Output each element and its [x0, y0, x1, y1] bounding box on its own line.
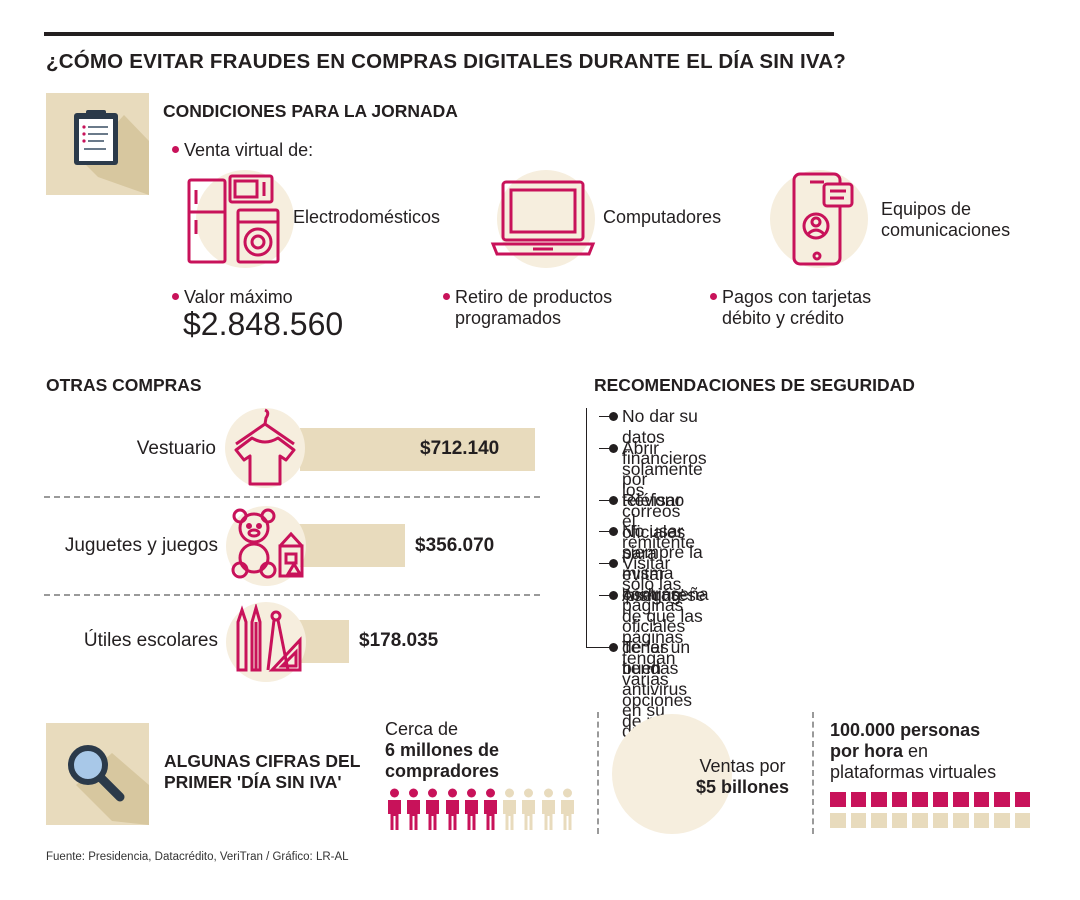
top-rule — [44, 32, 834, 36]
square-unit — [994, 792, 1010, 807]
condiciones-heading: CONDICIONES PARA LA JORNADA — [163, 101, 458, 121]
person-icon — [522, 788, 536, 830]
person-icon — [484, 788, 497, 830]
recommendation-item: Visitar solo las páginas oficiales de la… — [599, 553, 685, 679]
square-unit — [891, 792, 907, 807]
magnifier-icon-box — [46, 723, 149, 825]
value-utiles: $178.035 — [359, 630, 439, 651]
recomendaciones-line-end — [586, 647, 608, 648]
divider — [44, 496, 540, 498]
recommendation-item: Revisar el remitente — [599, 490, 695, 553]
bar-vestuario — [300, 428, 535, 471]
square-unit — [871, 792, 887, 807]
person-icon — [503, 788, 517, 830]
square-row — [830, 792, 1030, 807]
category-label-appliances: Electrodomésticos — [293, 207, 441, 227]
ventas-circle — [612, 714, 732, 834]
square-row — [830, 813, 1030, 828]
category-label-smartphone: Equipos de comunicaciones — [881, 199, 1011, 240]
label-vestuario: Vestuario — [136, 438, 216, 459]
laptop-icon — [490, 180, 596, 256]
label-juguetes: Juguetes y juegos — [64, 535, 218, 556]
laptop-circle — [497, 170, 595, 268]
recomendaciones-heading: RECOMENDACIONES DE SEGURIDAD — [594, 375, 915, 395]
square-unit — [912, 792, 928, 807]
clipboard-icon-box — [46, 93, 149, 195]
person-icon — [426, 788, 440, 830]
bullet-dot — [172, 292, 179, 300]
square-unit — [973, 813, 989, 828]
compradores-text: Cerca de 6 millones de compradores — [385, 719, 500, 781]
square-unit — [850, 813, 866, 828]
square-unit — [912, 813, 928, 828]
bullet-dot — [710, 292, 717, 300]
bar-juguetes — [290, 524, 405, 567]
label-utiles: Útiles escolares — [83, 630, 218, 651]
divider — [812, 712, 814, 834]
square-unit — [994, 813, 1010, 828]
square-unit — [1014, 813, 1030, 828]
category-label-laptop: Computadores — [603, 207, 722, 227]
value-vestuario: $712.140 — [420, 438, 500, 459]
person-icon — [464, 788, 478, 830]
otras-compras-heading: OTRAS COMPRAS — [46, 375, 202, 395]
person-icon — [445, 788, 459, 830]
square-unit — [1014, 792, 1030, 807]
clipboard-icon — [74, 110, 149, 195]
valor-maximo-label: Valor máximo — [172, 287, 293, 308]
recommendation-item: No dar su datos financieros por teléfono — [599, 406, 707, 511]
otras-compras-list: Vestuario $712.140 Juguetes y juegos $35… — [44, 408, 540, 682]
teddy-bear-icon — [231, 508, 304, 579]
square-unit — [891, 813, 907, 828]
divider — [44, 594, 540, 596]
square-unit — [830, 792, 846, 807]
person-icon — [541, 788, 555, 830]
recommendation-item: No usar siempre la misma contraseña — [599, 521, 709, 605]
venta-virtual-label: Venta virtual de: — [172, 140, 313, 161]
cifras-heading: ALGUNAS CIFRAS DEL PRIMER 'DÍA SIN IVA' — [164, 751, 361, 792]
appliances-icon — [187, 174, 280, 264]
square-unit — [953, 792, 969, 807]
retiro-productos: Retiro de productos programados — [443, 287, 612, 329]
square-unit — [850, 792, 866, 807]
compradores-pictogram — [387, 788, 587, 832]
personas-pictogram — [830, 792, 1030, 834]
person-icon — [407, 788, 421, 830]
recommendation-item: Abrir solamente los correos oficiales par… — [599, 438, 703, 606]
smartphone-icon — [792, 172, 854, 266]
school-supplies-icon — [236, 604, 302, 672]
divider — [597, 712, 599, 834]
square-unit — [871, 813, 887, 828]
personas-text: 100.000 personas por hora en plataformas… — [830, 720, 997, 782]
bullet-dot — [172, 145, 179, 153]
square-unit — [973, 792, 989, 807]
person-icon — [560, 788, 574, 830]
magnifier-icon — [68, 745, 149, 825]
square-unit — [830, 813, 846, 828]
pagos-tarjetas: Pagos con tarjetas débito y crédito — [710, 287, 871, 329]
person-icon — [388, 788, 401, 830]
square-unit — [932, 792, 948, 807]
ventas-text: Ventas por $5 billones — [695, 756, 790, 797]
value-juguetes: $356.070 — [415, 535, 495, 556]
square-unit — [932, 813, 948, 828]
square-unit — [953, 813, 969, 828]
valor-maximo-amount: $2.848.560 — [183, 306, 344, 342]
tshirt-icon — [234, 408, 296, 486]
page-title: ¿CÓMO EVITAR FRAUDES EN COMPRAS DIGITALE… — [46, 50, 846, 73]
recomendaciones-line — [586, 408, 587, 648]
source-note: Fuente: Presidencia, Datacrédito, VeriTr… — [46, 851, 349, 863]
bullet-dot — [443, 292, 450, 300]
